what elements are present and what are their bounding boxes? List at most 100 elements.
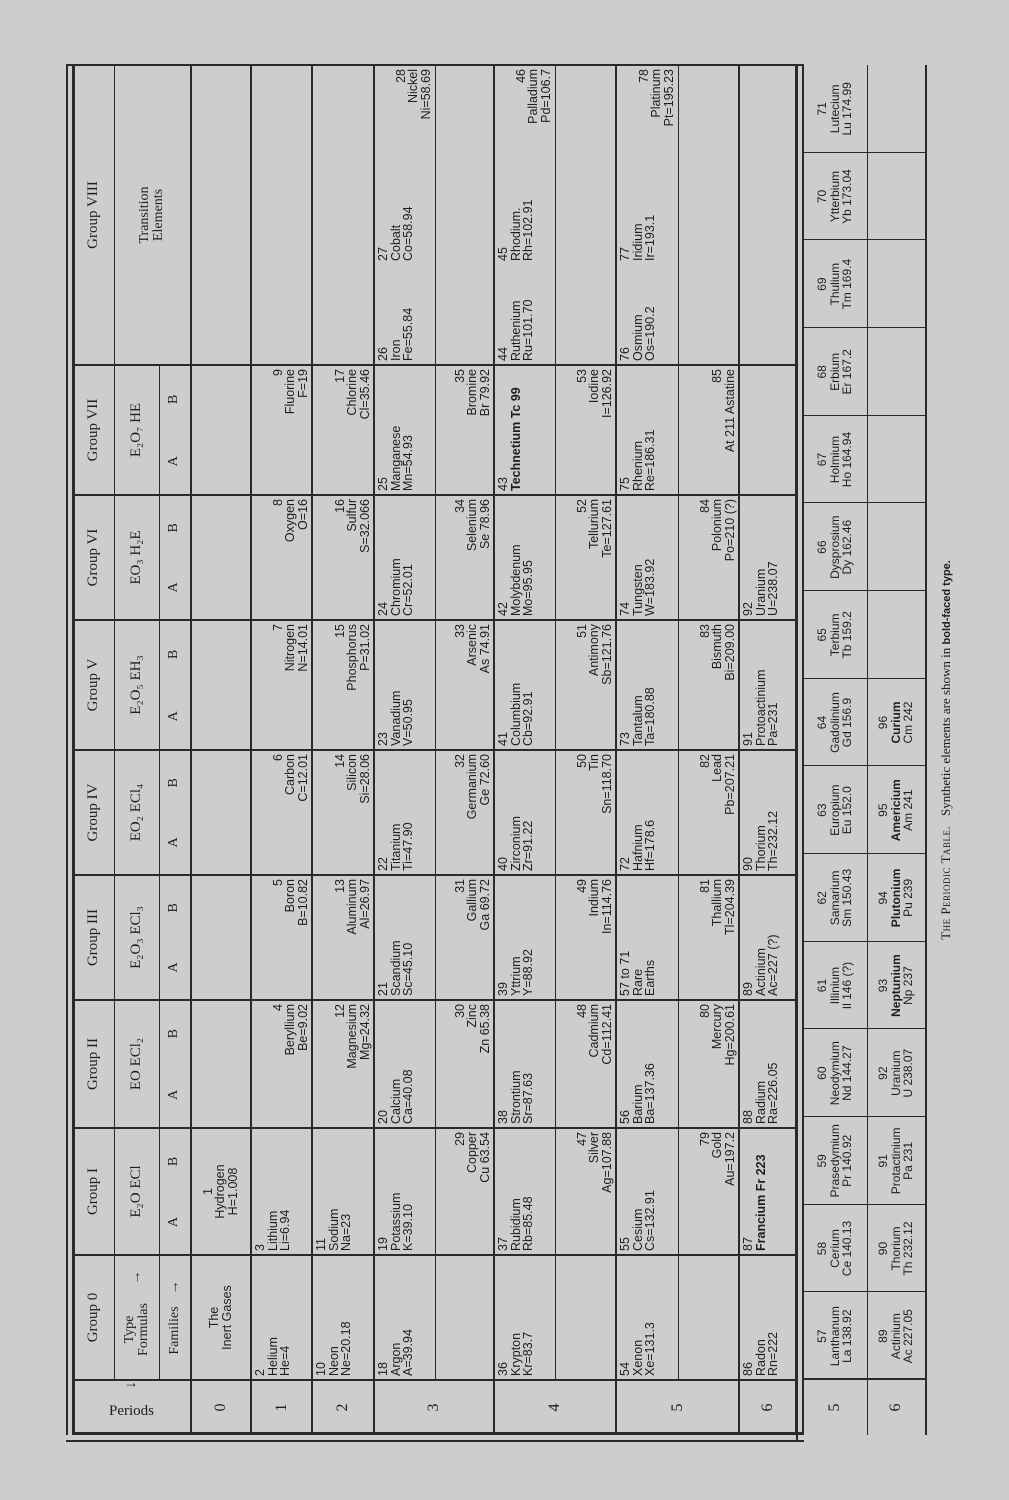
element-line: 73 bbox=[618, 732, 632, 746]
element-line: 87 bbox=[741, 1237, 755, 1251]
element-line: 89 bbox=[876, 1329, 891, 1343]
element-line: 67 bbox=[815, 452, 830, 467]
element-line: N=14.01 bbox=[295, 624, 310, 672]
rare-earth-cell: 90 Thorium Th 232.12 bbox=[867, 1205, 925, 1293]
element-line: S=32.066 bbox=[357, 499, 372, 553]
element-line: Mn=54.93 bbox=[401, 435, 415, 491]
element-cell: 4 Beryllium Be=9.02 bbox=[251, 1000, 312, 1128]
element-cell: 31 Gallium Ga 69.72 bbox=[435, 875, 494, 1000]
element-cell: 53 Iodine I=126.92 bbox=[555, 365, 616, 495]
element-line: Beryllium bbox=[283, 1004, 297, 1056]
group-header: Group VIII bbox=[72, 65, 114, 365]
element-line: 58 bbox=[815, 1241, 830, 1256]
element-cell: 1 Hydrogen H=1.008 bbox=[190, 1128, 251, 1255]
element-line: Ti=47.90 bbox=[401, 822, 415, 871]
element-line: Lead bbox=[710, 754, 724, 782]
rare-earth-cell: 59 Prasedymium Pr 140.92 bbox=[803, 1117, 867, 1205]
period-number: 2 bbox=[334, 1403, 351, 1412]
element-line: Cr=52.01 bbox=[401, 564, 415, 616]
period-number: 3 bbox=[425, 1403, 442, 1412]
family-a-label: A bbox=[166, 962, 181, 973]
element-line: 59 bbox=[815, 1154, 830, 1168]
element-line: Pd=106.7 bbox=[538, 69, 553, 123]
element-line: Francium Fr 223 bbox=[753, 1154, 768, 1251]
formula-text: E₂O₇ HE bbox=[128, 402, 144, 458]
element-cell: 3 Lithium Li=6.94 bbox=[251, 1128, 312, 1255]
element-line: Cd=112.41 bbox=[599, 1004, 614, 1065]
element-line: Fluorine bbox=[283, 369, 297, 415]
element-cell: 36 Krypton Kr=83.7 bbox=[494, 1255, 555, 1380]
element-line: Tellurium bbox=[587, 499, 601, 550]
element-line: Pr 140.92 bbox=[840, 1134, 855, 1187]
element-line: U 238.07 bbox=[901, 1048, 916, 1098]
element-line: Te=127.61 bbox=[599, 499, 614, 558]
element-line: Tb 159.2 bbox=[840, 611, 855, 659]
element-line: Be=9.02 bbox=[295, 1004, 310, 1051]
element-cell: 20 Calcium Ca=40.08 bbox=[374, 1000, 435, 1128]
element-cell: 10 Neon Ne=20.18 bbox=[312, 1255, 374, 1380]
rare-earth-cell: 93 Neptunium Np 237 bbox=[867, 942, 925, 1030]
element-cell: 72 Hafnium Hf=178.6 bbox=[616, 750, 678, 875]
element-line: Re=186.31 bbox=[643, 429, 657, 491]
element-line: Platinum bbox=[649, 69, 663, 118]
element-line: Ra=226.05 bbox=[766, 1062, 780, 1124]
element-cell: 89 Actinium Ac=227 (?) bbox=[739, 875, 796, 1000]
element-cell: 81 Thallium Tl=204.39 bbox=[678, 875, 739, 1000]
element-line: Ir=193.1 bbox=[643, 214, 657, 261]
group-label: Group V bbox=[84, 658, 101, 712]
element-cell: 48 Cadmium Cd=112.41 bbox=[555, 1000, 616, 1128]
element-line: Nitrogen bbox=[283, 624, 297, 672]
element-line: Pt=195.23 bbox=[661, 69, 676, 127]
caption-title: The Periodic Table. bbox=[938, 825, 953, 940]
element-cell: 33 Arsenic As 74.91 bbox=[435, 620, 494, 750]
element-cell: 35 Bromine Br 79.92 bbox=[435, 365, 494, 495]
formula-text: EO ECl₂ bbox=[128, 1037, 144, 1091]
group-header: Group II bbox=[72, 1000, 114, 1128]
element-line: Au=197.2 bbox=[722, 1132, 737, 1186]
element-line: 95 bbox=[876, 803, 891, 817]
element-line: Polonium bbox=[710, 499, 724, 552]
rare-earth-cell: 61 Illinium Il 146 (?) bbox=[803, 942, 867, 1030]
element-line: 40 bbox=[496, 857, 510, 871]
element-cell: 85 At 211 Astatine bbox=[678, 365, 739, 495]
element-line: Ru=101.70 bbox=[521, 299, 535, 361]
arrow-icon: → bbox=[128, 1270, 144, 1285]
element-line: B=10.82 bbox=[295, 879, 310, 926]
rare-earth-cell: 91 Protactinium Pa 231 bbox=[867, 1117, 925, 1205]
group-header: Group VII bbox=[72, 365, 114, 495]
element-line: Dy 162.46 bbox=[840, 519, 855, 575]
element-line: Zn 65.38 bbox=[477, 1004, 492, 1054]
family-b-label: B bbox=[166, 778, 181, 788]
element-line: Antimony bbox=[587, 624, 601, 677]
element-line: 25 bbox=[376, 477, 390, 491]
element-line: Sn=118.70 bbox=[599, 754, 614, 814]
element-line: Al=26.97 bbox=[357, 879, 372, 929]
element-line: Boron bbox=[283, 879, 297, 913]
element-line: 85 bbox=[710, 369, 724, 383]
element-cell: 32 Germanium Ge 72.60 bbox=[435, 750, 494, 875]
element-line: 61 bbox=[815, 978, 830, 993]
element-line: Ce 140.13 bbox=[840, 1220, 855, 1277]
element-cell: 38 Strontium Sr=87.63 bbox=[494, 1000, 555, 1128]
family-b-label: B bbox=[166, 394, 181, 404]
element-cell: 28 Nickel Ni=58.69 bbox=[374, 65, 435, 165]
element-line: Ga 69.72 bbox=[477, 879, 492, 931]
element-line: 69 bbox=[815, 277, 830, 291]
group-header: Group IV bbox=[72, 750, 114, 875]
element-line: Cu 63.54 bbox=[477, 1132, 492, 1183]
period-number: 5 bbox=[668, 1403, 686, 1412]
element-cell: 19 Potassium K=39.10 bbox=[374, 1128, 435, 1255]
element-line: Y=88.92 bbox=[521, 949, 535, 996]
element-cell: 54 Xenon Xe=131.3 bbox=[616, 1255, 678, 1380]
element-line: As 74.91 bbox=[477, 624, 492, 674]
element-line: 45 bbox=[496, 247, 510, 261]
family-a-label: A bbox=[166, 582, 181, 593]
rule-line bbox=[66, 65, 68, 1435]
element-cell: 57 to 71 Rare Earths bbox=[616, 875, 678, 1000]
rare-earth-cell: 65 Terbium Tb 159.2 bbox=[803, 591, 867, 679]
element-line: 20 bbox=[376, 1110, 390, 1124]
family-a-label: A bbox=[166, 1089, 181, 1100]
element-line: 76 bbox=[618, 347, 632, 361]
element-cell: 15 Phosphorus P=31.02 bbox=[312, 620, 374, 750]
periodic-table: The Periodic Table. Synthetic elements a… bbox=[66, 64, 972, 1442]
